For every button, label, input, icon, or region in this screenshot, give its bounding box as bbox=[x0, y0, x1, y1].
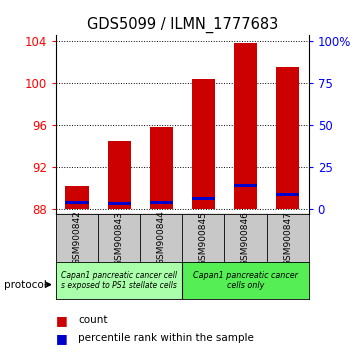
Bar bbox=[182, 262, 309, 299]
Bar bbox=[65, 186, 88, 209]
Text: GSM900842: GSM900842 bbox=[73, 211, 82, 266]
Bar bbox=[276, 193, 299, 196]
Text: ■: ■ bbox=[56, 314, 68, 327]
Text: GSM900847: GSM900847 bbox=[283, 211, 292, 266]
Bar bbox=[108, 141, 131, 209]
Text: GSM900844: GSM900844 bbox=[157, 211, 166, 266]
Text: Capan1 pancreatic cancer cell
s exposed to PS1 stellate cells: Capan1 pancreatic cancer cell s exposed … bbox=[61, 271, 177, 290]
Text: Capan1 pancreatic cancer
cells only: Capan1 pancreatic cancer cells only bbox=[193, 271, 298, 290]
Title: GDS5099 / ILMN_1777683: GDS5099 / ILMN_1777683 bbox=[87, 16, 278, 33]
Text: GSM900846: GSM900846 bbox=[241, 211, 250, 266]
Bar bbox=[192, 79, 215, 209]
Bar bbox=[65, 201, 88, 204]
Bar bbox=[234, 184, 257, 187]
Bar bbox=[150, 201, 173, 204]
Bar bbox=[276, 67, 299, 209]
Bar bbox=[150, 127, 173, 209]
Bar bbox=[192, 197, 215, 200]
Text: ■: ■ bbox=[56, 332, 68, 344]
Text: GSM900843: GSM900843 bbox=[115, 211, 123, 266]
Bar bbox=[234, 43, 257, 209]
Text: percentile rank within the sample: percentile rank within the sample bbox=[78, 333, 254, 343]
Bar bbox=[108, 201, 131, 205]
Bar bbox=[56, 262, 182, 299]
Text: protocol: protocol bbox=[4, 280, 46, 290]
Text: count: count bbox=[78, 315, 108, 325]
Text: GSM900845: GSM900845 bbox=[199, 211, 208, 266]
